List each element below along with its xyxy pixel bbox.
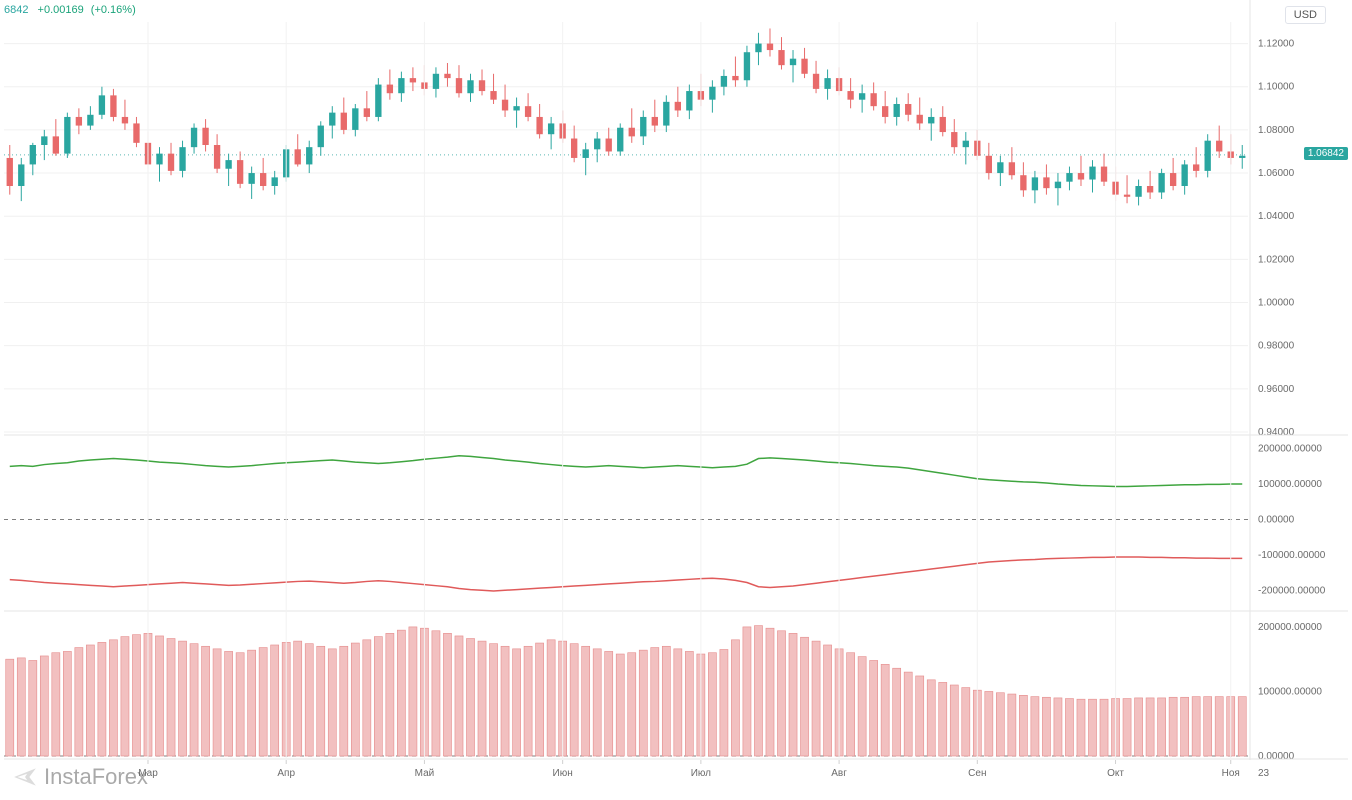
svg-text:-200000.00000: -200000.00000 [1258,585,1326,596]
chart-root: 6842 +0.00169 (+0.16%) USD 0.94000 0.9600… [0,0,1352,800]
svg-text:0.98000: 0.98000 [1258,341,1295,352]
svg-text:200000.00000: 200000.00000 [1258,444,1322,455]
watermark-text: InstaForex [44,764,148,790]
svg-text:Май: Май [415,768,435,779]
svg-text:Июн: Июн [553,768,573,779]
svg-text:1.12000: 1.12000 [1258,39,1295,50]
svg-text:23: 23 [1258,768,1270,779]
plane-icon [12,764,38,790]
chart-svg[interactable]: 0.94000 0.96000 0.98000 1.00000 1.02000 1.040… [0,0,1352,800]
ticker-last: 6842 [4,4,28,16]
svg-text:0.96000: 0.96000 [1258,384,1295,395]
svg-text:1.08000: 1.08000 [1258,125,1295,136]
ticker-change-pct: (+0.16%) [91,4,136,16]
currency-badge[interactable]: USD [1285,6,1326,24]
svg-text:100000.00000: 100000.00000 [1258,686,1322,697]
svg-text:0.00000: 0.00000 [1258,751,1295,762]
svg-text:Авг: Авг [831,768,847,779]
svg-text:0.00000: 0.00000 [1258,514,1295,525]
svg-text:Ноя: Ноя [1222,768,1240,779]
svg-text:Июл: Июл [691,768,711,779]
svg-text:Окт: Окт [1107,768,1124,779]
svg-text:0.94000: 0.94000 [1258,427,1295,438]
svg-text:Апр: Апр [277,768,295,779]
ticker-change: +0.00169 [38,4,84,16]
svg-text:-100000.00000: -100000.00000 [1258,550,1326,561]
svg-text:1.04000: 1.04000 [1258,211,1295,222]
svg-text:200000.00000: 200000.00000 [1258,622,1322,633]
svg-text:Сен: Сен [968,768,986,779]
svg-text:1.10000: 1.10000 [1258,82,1295,93]
svg-text:1.06000: 1.06000 [1258,168,1295,179]
svg-text:100000.00000: 100000.00000 [1258,479,1322,490]
svg-text:1.00000: 1.00000 [1258,298,1295,309]
watermark: InstaForex [12,764,148,790]
ticker-bar: 6842 +0.00169 (+0.16%) [4,4,136,16]
svg-text:1.02000: 1.02000 [1258,254,1295,265]
current-price-badge: 1.06842 [1304,147,1348,160]
